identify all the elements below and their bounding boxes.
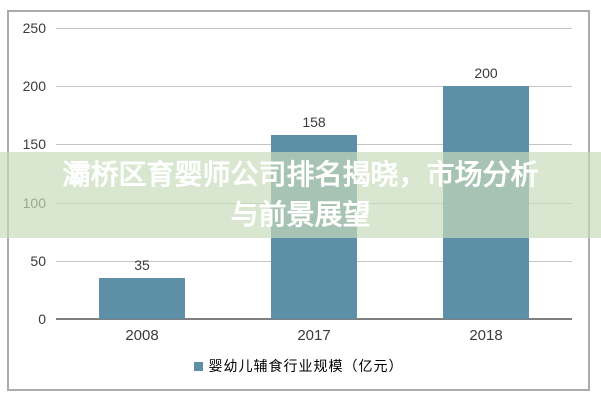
y-tick-label: 0 [38,311,46,327]
data-label: 158 [302,114,326,130]
legend-label: 婴幼儿辅食行业规模（亿元） [208,358,404,374]
x-axis-line [56,318,572,320]
data-label: 200 [474,65,498,81]
overlay-title-line1: 灞桥区育婴师公司排名揭晓，市场分析 [62,159,539,190]
x-tick-label: 2008 [125,327,159,344]
x-tick-label: 2017 [297,327,331,344]
bar-2008 [99,278,185,319]
gridline [56,28,572,29]
gridline [56,86,572,87]
x-tick-label: 2018 [469,327,503,344]
data-label: 35 [134,257,150,273]
overlay-title-line2: 与前景展望 [230,199,371,230]
legend-marker-icon [193,361,203,371]
y-tick-label: 200 [22,78,46,94]
title-overlay-band: 灞桥区育婴师公司排名揭晓，市场分析 与前景展望 [0,152,601,238]
legend: 婴幼儿辅食行业规模（亿元） [7,357,590,375]
y-tick-label: 50 [30,253,46,269]
y-tick-label: 250 [22,20,46,36]
y-tick-label: 150 [22,136,46,152]
